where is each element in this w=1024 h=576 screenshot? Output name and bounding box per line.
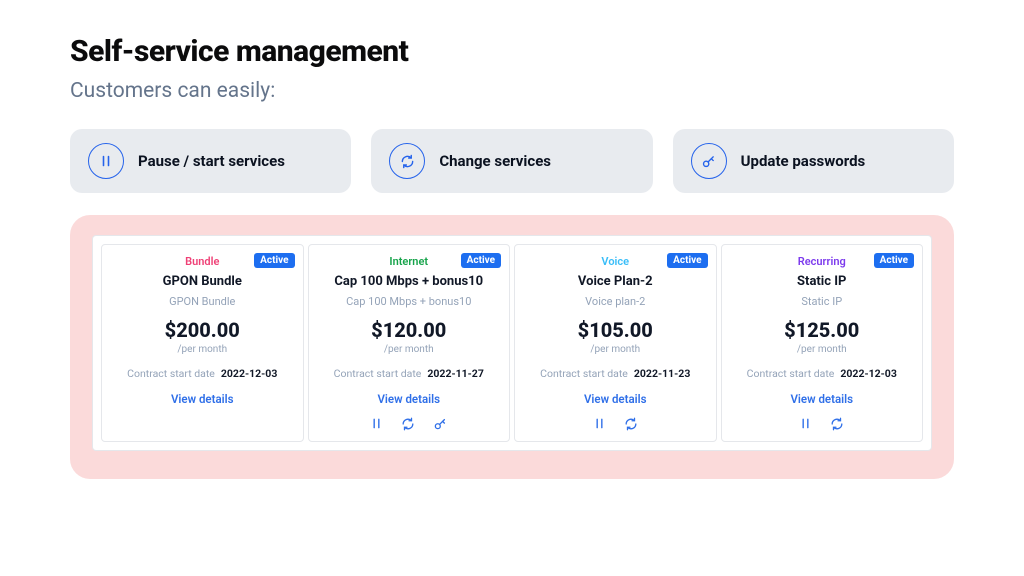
feature-change[interactable]: Change services bbox=[371, 129, 652, 193]
pause-icon[interactable] bbox=[799, 417, 812, 433]
view-details-link[interactable]: View details bbox=[790, 392, 853, 406]
feature-label: Change services bbox=[439, 152, 551, 170]
service-period: /per month bbox=[732, 344, 913, 355]
page-title: Self-service management bbox=[70, 34, 954, 69]
service-subtitle: Static IP bbox=[732, 295, 913, 308]
service-actions bbox=[525, 417, 706, 433]
change-icon[interactable] bbox=[624, 417, 638, 433]
contract-start: Contract start date2022-11-23 bbox=[525, 367, 706, 380]
feature-pause-start[interactable]: Pause / start services bbox=[70, 129, 351, 193]
service-period: /per month bbox=[525, 344, 706, 355]
page-subtitle: Customers can easily: bbox=[70, 79, 954, 103]
service-actions bbox=[319, 417, 500, 433]
service-name: GPON Bundle bbox=[112, 274, 293, 289]
services-panel: ActiveBundleGPON BundleGPON Bundle$200.0… bbox=[70, 215, 954, 479]
feature-label: Update passwords bbox=[741, 152, 866, 170]
refresh-icon bbox=[389, 143, 425, 179]
service-subtitle: GPON Bundle bbox=[112, 295, 293, 308]
pause-icon[interactable] bbox=[593, 417, 606, 433]
services-grid: ActiveBundleGPON BundleGPON Bundle$200.0… bbox=[92, 235, 932, 451]
service-price: $125.00 bbox=[732, 318, 913, 342]
service-name: Voice Plan-2 bbox=[525, 274, 706, 289]
pause-icon bbox=[88, 143, 124, 179]
feature-label: Pause / start services bbox=[138, 152, 285, 170]
status-badge: Active bbox=[461, 253, 501, 268]
service-card: ActiveVoiceVoice Plan-2Voice plan-2$105.… bbox=[514, 244, 717, 442]
service-price: $120.00 bbox=[319, 318, 500, 342]
service-name: Static IP bbox=[732, 274, 913, 289]
service-subtitle: Cap 100 Mbps + bonus10 bbox=[319, 295, 500, 308]
service-card: ActiveInternetCap 100 Mbps + bonus10Cap … bbox=[308, 244, 511, 442]
status-badge: Active bbox=[254, 253, 294, 268]
feature-password[interactable]: Update passwords bbox=[673, 129, 954, 193]
service-period: /per month bbox=[112, 344, 293, 355]
status-badge: Active bbox=[667, 253, 707, 268]
service-actions bbox=[112, 417, 293, 433]
service-period: /per month bbox=[319, 344, 500, 355]
contract-start: Contract start date2022-12-03 bbox=[112, 367, 293, 380]
service-price: $200.00 bbox=[112, 318, 293, 342]
service-price: $105.00 bbox=[525, 318, 706, 342]
service-card: ActiveRecurringStatic IPStatic IP$125.00… bbox=[721, 244, 924, 442]
change-icon[interactable] bbox=[830, 417, 844, 433]
view-details-link[interactable]: View details bbox=[377, 392, 440, 406]
view-details-link[interactable]: View details bbox=[171, 392, 234, 406]
pause-icon[interactable] bbox=[370, 417, 383, 433]
key-icon bbox=[691, 143, 727, 179]
contract-start: Contract start date2022-12-03 bbox=[732, 367, 913, 380]
service-actions bbox=[732, 417, 913, 433]
service-name: Cap 100 Mbps + bonus10 bbox=[319, 274, 500, 289]
change-icon[interactable] bbox=[401, 417, 415, 433]
view-details-link[interactable]: View details bbox=[584, 392, 647, 406]
status-badge: Active bbox=[874, 253, 914, 268]
password-icon[interactable] bbox=[433, 417, 447, 433]
feature-row: Pause / start services Change services U… bbox=[70, 129, 954, 193]
contract-start: Contract start date2022-11-27 bbox=[319, 367, 500, 380]
service-card: ActiveBundleGPON BundleGPON Bundle$200.0… bbox=[101, 244, 304, 442]
service-subtitle: Voice plan-2 bbox=[525, 295, 706, 308]
